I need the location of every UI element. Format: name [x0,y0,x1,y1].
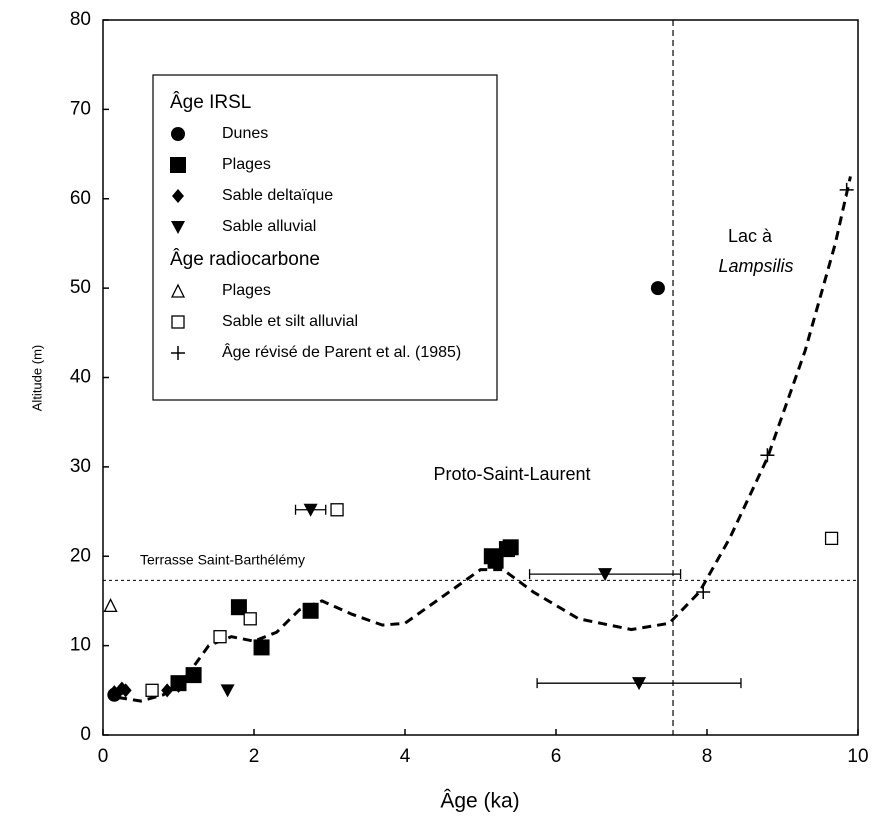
legend-label: Sable et silt alluvial [222,313,358,330]
x-tick-label: 2 [249,746,260,767]
x-axis-label: Âge (ka) [440,790,519,813]
point [172,678,185,693]
legend-group-title: Âge radiocarbone [170,248,320,270]
point [696,585,711,599]
legend-box [152,74,498,401]
y-tick-label: 30 [70,456,91,477]
x-tick-label: 4 [400,746,411,767]
legend-symbol [171,315,185,329]
point [103,597,118,613]
legend-label: Sable deltaïque [222,187,333,204]
point [213,630,227,644]
x-tick-label: 10 [847,746,868,767]
legend-symbol [171,221,185,234]
y-tick-label: 20 [70,545,91,566]
point [230,599,247,616]
legend-group-title: Âge IRSL [170,91,251,113]
legend-symbol [170,157,186,173]
legend-label: Plages [222,156,271,173]
legend-symbol [171,127,185,141]
x-tick-label: 6 [551,746,562,767]
point [145,683,159,697]
point [650,281,665,296]
y-tick-label: 40 [70,367,91,388]
point [302,602,319,619]
point [243,612,257,626]
x-tick-label: 0 [98,746,109,767]
legend-symbol [172,189,184,203]
point [161,683,174,698]
point [253,639,270,656]
point [824,531,839,546]
hline-label: Terrasse Saint-Barthélémy [140,552,305,568]
annotation: Lac à [728,226,773,246]
legend-label: Âge révisé de Parent et al. (1985) [222,342,461,361]
annotation: Proto-Saint-Laurent [433,464,590,484]
point [119,683,132,698]
legend-label: Sable alluvial [222,218,316,235]
y-tick-label: 10 [70,635,91,656]
legend-symbol [171,346,185,360]
y-tick-label: 0 [80,724,91,745]
point [839,182,854,197]
y-axis-label: Altitude (m) [29,345,44,411]
fit-curve [117,176,852,703]
point [303,503,318,517]
y-tick-label: 50 [70,277,91,298]
legend-label: Plages [222,282,271,299]
legend-symbol [170,283,186,298]
x-tick-label: 8 [702,746,713,767]
y-tick-label: 80 [70,9,91,30]
annotation: Lampsilis [718,256,793,276]
point [632,677,647,691]
point [598,568,613,582]
point [760,448,775,463]
y-tick-label: 60 [70,188,91,209]
point [185,667,202,684]
y-tick-label: 70 [70,98,91,119]
point [220,684,235,698]
legend-label: Dunes [222,125,268,142]
point [502,539,519,556]
point [330,503,344,517]
